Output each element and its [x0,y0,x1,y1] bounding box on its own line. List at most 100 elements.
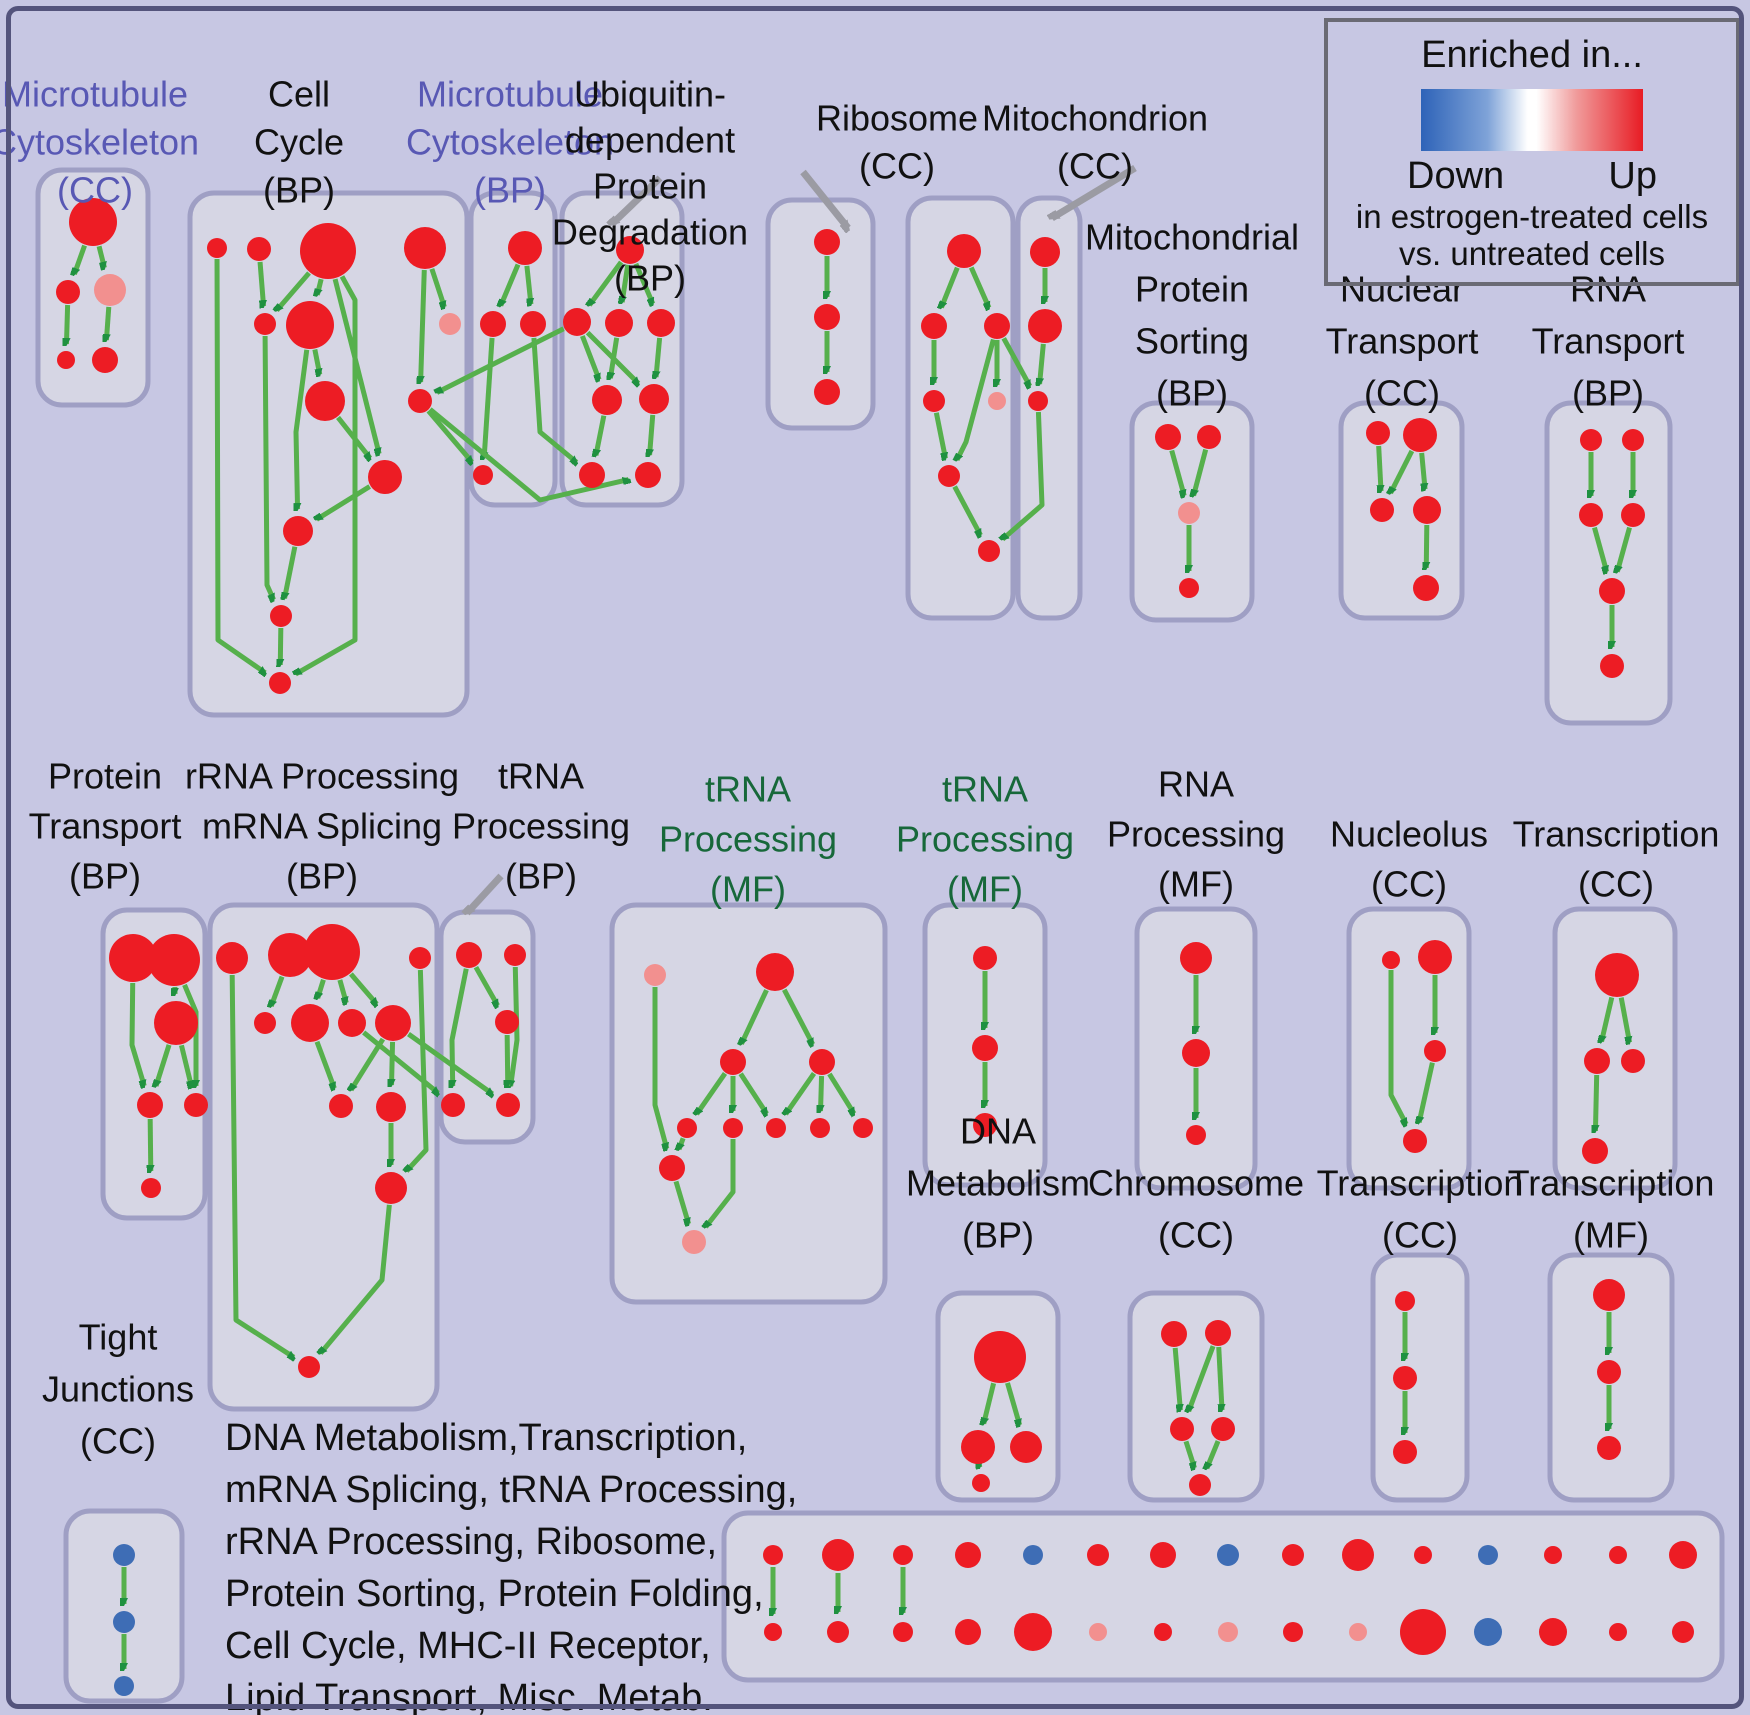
edge-arrow [314,1040,337,1088]
legend-box: Enriched in... Down Up in estrogen-treat… [1324,18,1740,286]
edge-arrow [407,1031,492,1094]
go-term-node-cell-cycle-9 [368,460,402,494]
go-term-node-transcription-cc-1-1 [1584,1048,1610,1074]
cluster-label-rna-transport: RNA Transport (BP) [1532,269,1685,414]
edge-arrow [296,349,310,509]
go-term-node-cell-cycle-8 [408,389,432,413]
edge-arrow [957,338,996,460]
edge-arrow [580,335,602,379]
label-pointer-arrow [467,873,504,913]
go-term-node-cell-cycle-10 [283,516,313,546]
go-term-node-cell-cycle-5 [286,301,334,349]
go-term-node-transcription-cc-2-1 [1393,1366,1417,1390]
edge-arrow [1003,411,1045,539]
edge-arrow [531,337,577,462]
strip-node-bottom-14 [1672,1621,1694,1643]
go-term-node-mitochondrion-cc-0 [1030,237,1060,267]
footer-line: mRNA Splicing, tRNA Processing, [225,1469,798,1511]
strip-node-top-13 [1609,1546,1627,1564]
go-term-node-microtubule-cc-1 [56,280,80,304]
go-term-node-transcription-mf-2 [1597,1436,1621,1460]
go-term-node-transcription-cc-1-0 [1595,953,1639,997]
go-term-node-nuclear-transport-3 [1413,496,1441,524]
go-term-node-transcription-cc-2-0 [1395,1291,1415,1311]
edge-arrow [312,349,320,375]
edge-arrow [214,258,265,673]
strip-node-top-14 [1669,1541,1697,1569]
edge-arrow [351,1037,386,1090]
edge-arrow [277,271,311,310]
go-term-node-protein-transport-0 [109,934,157,982]
go-term-node-trna-processing-bp-0 [456,942,482,968]
go-term-node-cell-cycle-3 [404,227,446,269]
go-term-node-chromosome-cc-1 [1205,1320,1231,1346]
go-term-node-transcription-mf-1 [1597,1360,1621,1384]
edge-arrow [321,1204,392,1353]
edge-arrow [821,1075,822,1111]
go-term-node-ubiquitin-bp-5 [639,384,669,414]
strip-node-top-12 [1544,1546,1562,1564]
cluster-box-microtubule-bp [468,190,558,508]
strip-node-bottom-3 [955,1619,981,1645]
strip-node-bottom-8 [1283,1622,1303,1642]
go-term-node-cell-cycle-1 [247,237,271,261]
edge-arrow [129,982,147,1086]
edge-arrow [673,1180,691,1223]
cluster-box-dna-metabolism [935,1290,1061,1503]
edge-arrow [1189,1345,1216,1411]
go-term-node-cell-cycle-4 [254,313,276,335]
edge-arrow [697,1072,728,1114]
cluster-label-mitochondrion-cc: Mitochondrion (CC) [982,98,1208,187]
label-pointer-arrow [1052,165,1137,221]
cluster-label-rrna-processing-mrna-splicing: rRNA Processing mRNA Splicing (BP) [185,756,459,897]
go-term-node-trna-processing-mf-1-4 [677,1118,697,1138]
go-term-node-nuclear-transport-0 [1366,421,1390,445]
edge-arrow [596,415,607,456]
go-term-node-trna-processing-bp-4 [496,1093,520,1117]
go-term-node-mito-protein-sorting-3 [1179,578,1199,598]
edge-arrow [652,987,670,1149]
edge-arrow [426,409,472,462]
edge-arrow [1040,343,1046,384]
edges [66,165,1633,1669]
edge-arrow [106,306,112,340]
edge-arrow [507,1034,508,1086]
cluster-label-tight-junctions: Tight Junctions (CC) [42,1317,194,1462]
edge-arrow [1172,1347,1180,1410]
go-term-node-chromosome-cc-4 [1189,1474,1211,1496]
cluster-label-transcription-cc-1: Transcription (CC) [1513,814,1720,905]
go-term-node-rrna-processing-mrna-splicing-1 [268,933,312,977]
strip-node-bottom-7 [1218,1622,1238,1642]
go-term-node-rrna-processing-mrna-splicing-4 [254,1012,276,1034]
strip-node-top-4 [1023,1545,1043,1565]
strip-node-top-3 [955,1542,981,1568]
edge-arrow [156,1044,172,1086]
go-term-node-mito-protein-sorting-0 [1155,424,1181,450]
go-term-node-trna-processing-bp-2 [495,1010,519,1034]
edge-arrow [285,546,298,599]
go-term-node-rna-transport-3 [1621,503,1645,527]
go-term-node-ribosome-cc-4 [988,392,1006,410]
go-term-node-ubiquitin-bp-2-0 [814,229,840,255]
edge-arrow [280,627,281,665]
go-term-node-cell-cycle-2 [300,223,356,279]
edge-arrow [679,1137,686,1149]
go-term-node-rna-transport-0 [1580,429,1602,451]
go-term-node-rrna-processing-mrna-splicing-10 [375,1172,407,1204]
edge-arrow [501,263,521,306]
merged-categories-text: DNA Metabolism,Transcription, mRNA Splic… [225,1412,797,1715]
go-term-node-cell-cycle-0 [207,238,227,258]
cluster-label-mito-protein-sorting: Mitochondrial Protein Sorting (BP) [1085,217,1299,414]
go-term-node-nucleolus-cc-2 [1424,1040,1446,1062]
go-term-node-dna-metabolism-2 [1010,1431,1042,1463]
edge-arrow [150,1118,151,1171]
cluster-box-tight-junctions [63,1508,185,1704]
edge-arrow [1207,1440,1221,1468]
go-term-node-trna-processing-bp-1 [504,944,526,966]
edge-arrow [706,1139,736,1227]
edge-arrow [317,278,324,295]
go-term-node-protein-transport-1 [148,934,200,986]
go-term-node-microtubule-cc-0 [69,198,117,246]
